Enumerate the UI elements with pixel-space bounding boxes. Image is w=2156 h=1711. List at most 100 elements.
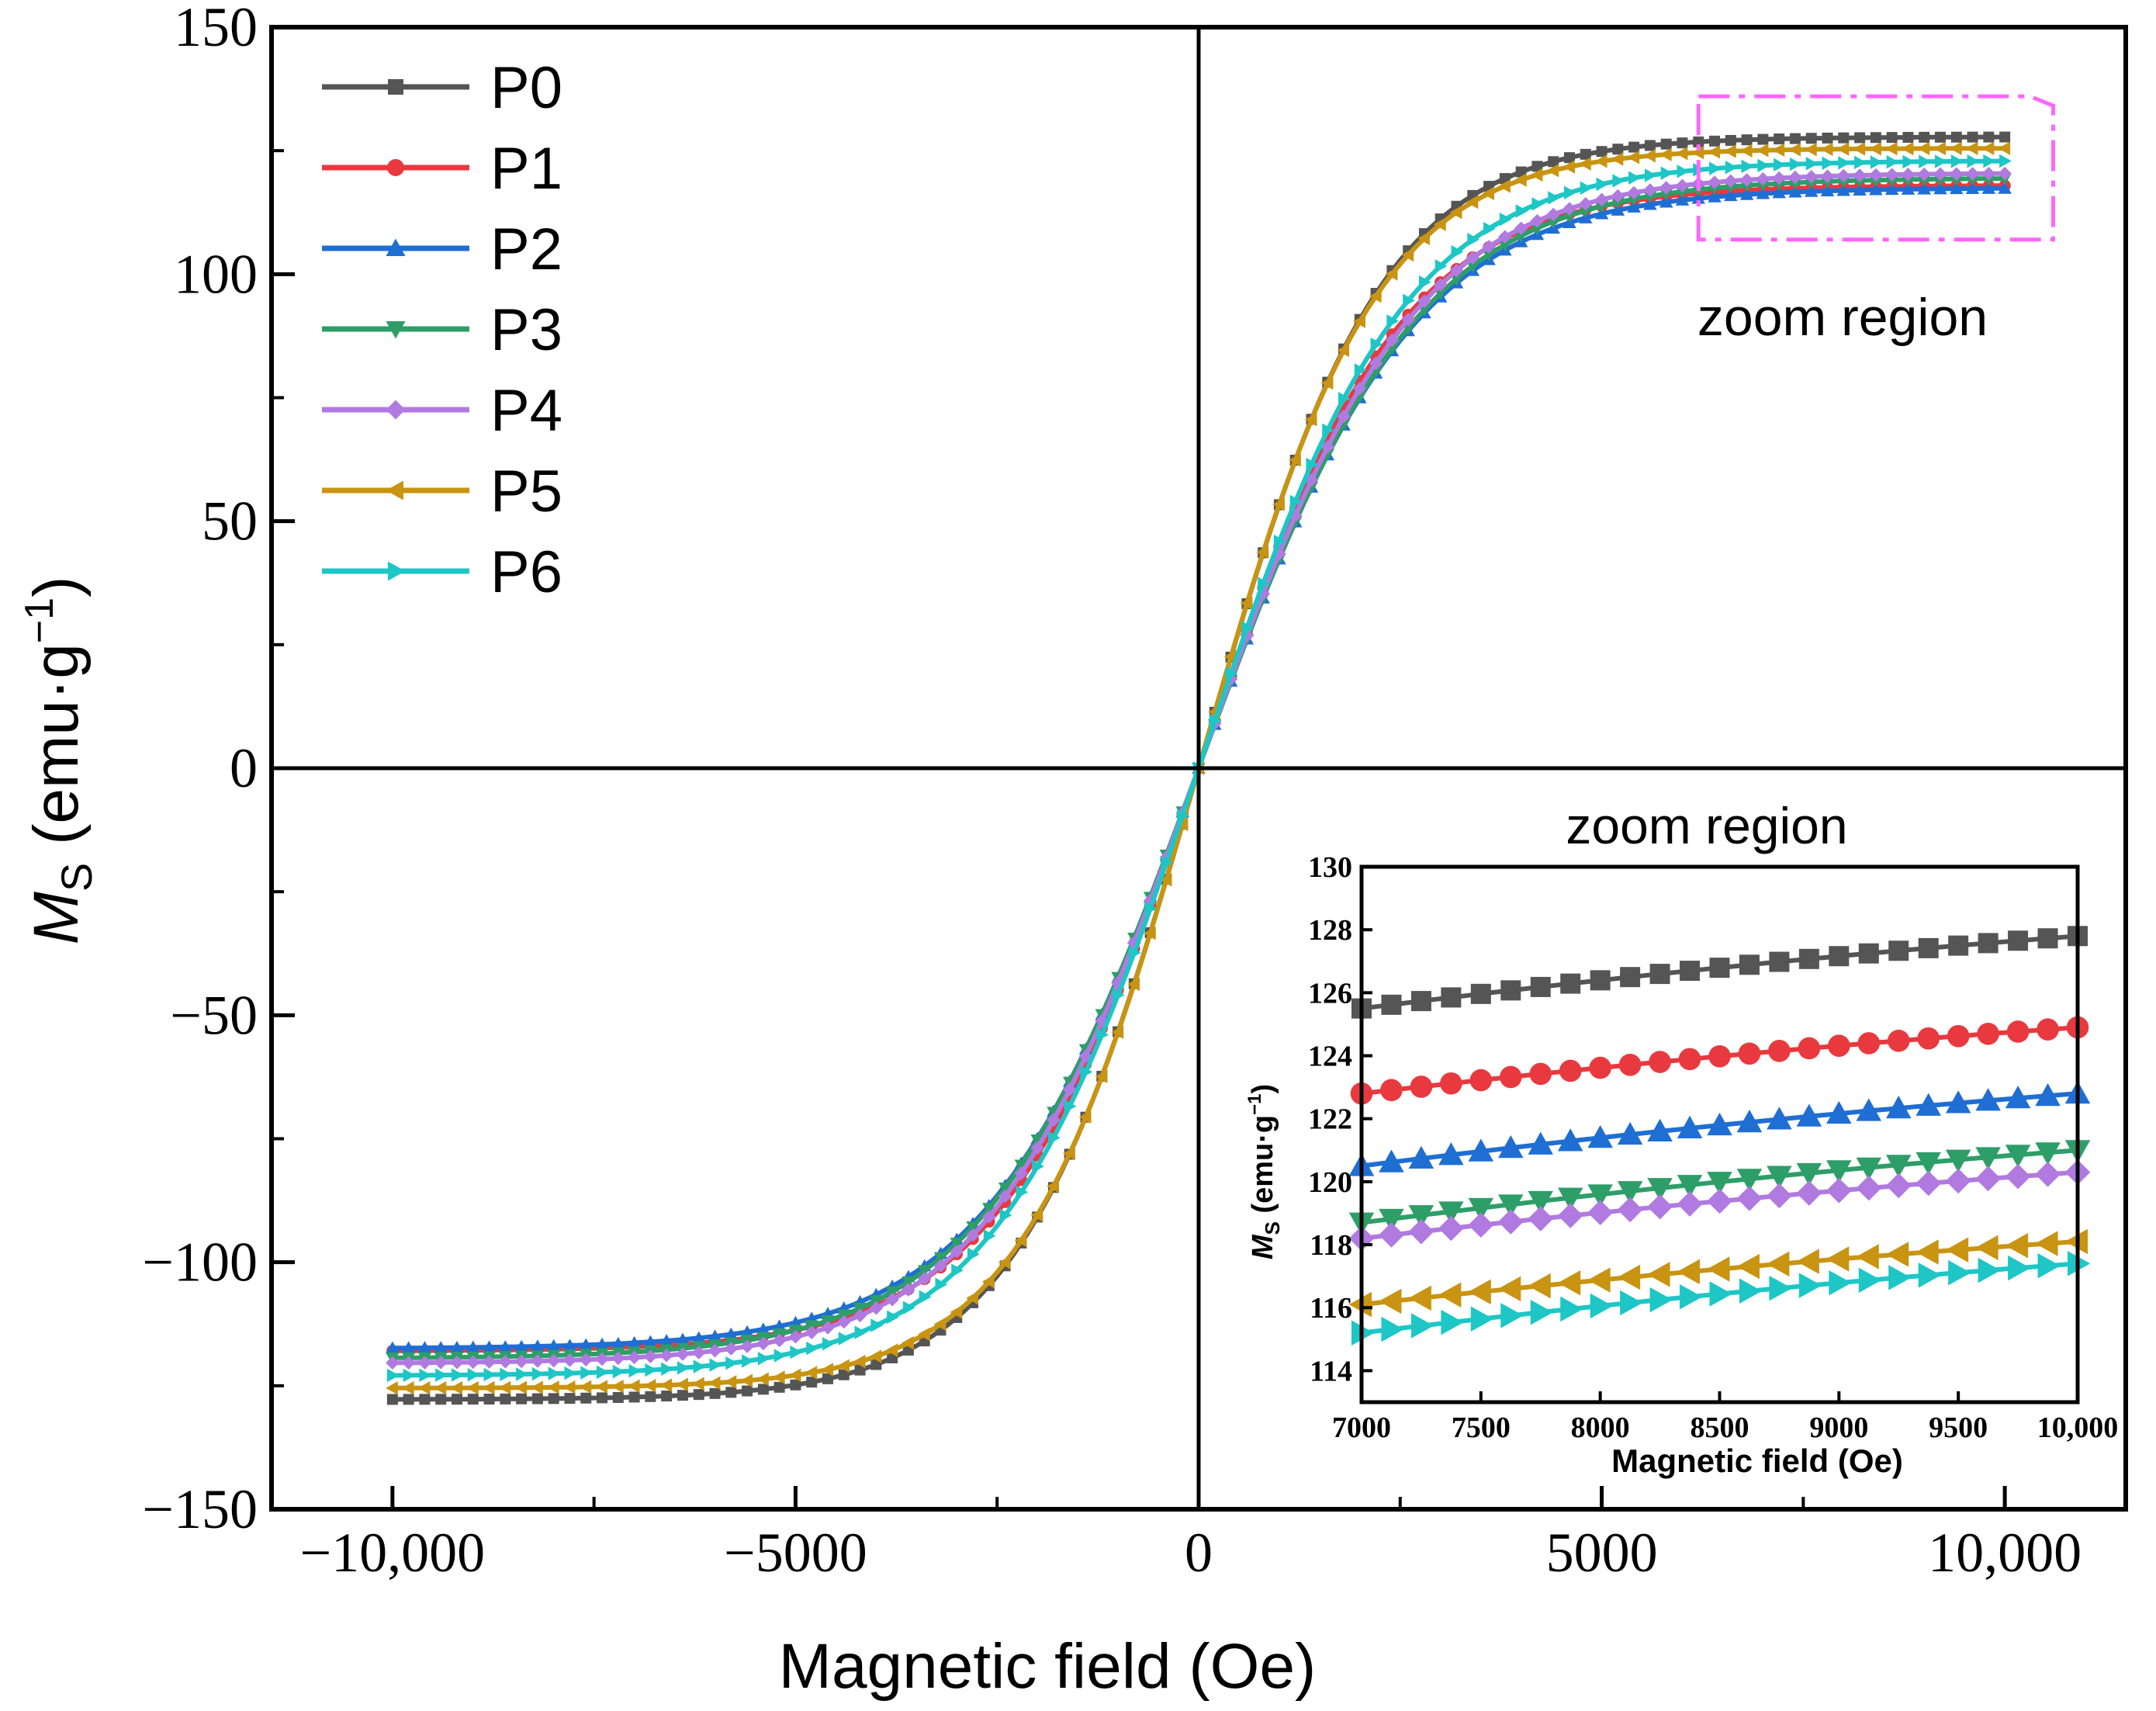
data-point-P4 xyxy=(1320,440,1335,454)
inset-data-point-P3 xyxy=(1379,1208,1404,1232)
data-point-P4 xyxy=(401,1356,416,1370)
data-point-P5 xyxy=(1014,1233,1027,1248)
data-point-P5 xyxy=(1691,145,1704,160)
inset-data-point-P1 xyxy=(1678,1048,1701,1071)
data-point-P6 xyxy=(1386,314,1400,328)
inset-y-tick-label: 116 xyxy=(1310,1292,1352,1325)
data-point-P4 xyxy=(1998,166,2012,181)
inset-data-point-P4 xyxy=(1975,1165,2001,1192)
inset-data-point-P1 xyxy=(1529,1062,1552,1086)
inset-data-point-P5 xyxy=(1856,1244,1879,1269)
data-point-P6 xyxy=(452,1368,464,1382)
data-point-P5 xyxy=(482,1380,495,1395)
data-point-P2 xyxy=(724,1327,739,1340)
inset-data-point-P4 xyxy=(1438,1215,1464,1242)
inset-data-point-P6 xyxy=(1590,1293,1613,1319)
data-point-P4 xyxy=(595,1352,609,1366)
data-point-P6 xyxy=(612,1364,625,1379)
data-point-P6 xyxy=(806,1341,818,1356)
data-point-P6 xyxy=(1434,259,1448,273)
data-point-P0 xyxy=(773,1381,785,1393)
data-point-P6 xyxy=(1016,1185,1029,1200)
inset-data-point-P0 xyxy=(2008,930,2029,951)
data-point-P4 xyxy=(1739,173,1754,187)
data-point-P0 xyxy=(483,1394,495,1405)
inset-data-point-P3 xyxy=(1826,1160,1852,1183)
data-point-P4 xyxy=(1385,333,1400,348)
data-point-P0 xyxy=(1950,131,1962,143)
inset-data-point-P5 xyxy=(1915,1239,1939,1265)
data-point-P3 xyxy=(885,1286,899,1299)
inset-data-point-P5 xyxy=(1796,1249,1819,1274)
data-point-P6 xyxy=(1128,946,1141,960)
data-point-P5 xyxy=(1466,195,1479,210)
legend-item-P1: P1 xyxy=(322,136,562,202)
data-point-P6 xyxy=(742,1354,754,1368)
x-tick-label: 0 xyxy=(1185,1522,1213,1584)
data-point-P5 xyxy=(627,1379,640,1394)
data-point-P6 xyxy=(1660,166,1673,181)
inset-data-point-P5 xyxy=(1408,1285,1431,1311)
data-point-P0 xyxy=(564,1393,576,1404)
inset-data-point-P3 xyxy=(1617,1181,1643,1204)
data-point-P5 xyxy=(417,1381,431,1395)
data-point-P6 xyxy=(1628,171,1641,185)
data-point-P6 xyxy=(1774,158,1786,172)
inset-data-point-P1 xyxy=(1440,1072,1462,1095)
inset-data-point-P1 xyxy=(1857,1032,1881,1055)
inset-y-tick-label: 122 xyxy=(1308,1103,1352,1136)
data-point-P6 xyxy=(1338,392,1351,406)
data-point-P6 xyxy=(1854,155,1867,170)
data-point-P6 xyxy=(1822,156,1835,171)
data-point-P5 xyxy=(1304,412,1317,427)
data-point-P5 xyxy=(1627,150,1640,165)
data-point-P2 xyxy=(708,1329,722,1342)
data-point-P0 xyxy=(1677,137,1688,149)
x-tick-label: 5000 xyxy=(1546,1522,1658,1584)
data-point-P2 xyxy=(772,1319,787,1332)
data-point-P4 xyxy=(1369,356,1383,370)
data-point-P6 xyxy=(1515,204,1528,218)
data-point-P0 xyxy=(580,1392,592,1404)
data-point-P5 xyxy=(1998,141,2011,155)
data-point-P4 xyxy=(788,1329,803,1344)
legend: P0 P1 P2 P3 P4 P5 P6 xyxy=(322,55,562,605)
data-point-P0 xyxy=(645,1391,656,1402)
data-point-P6 xyxy=(951,1263,964,1277)
data-point-P4 xyxy=(1901,168,1915,182)
y-tick-label: 50 xyxy=(202,490,258,552)
data-point-P2 xyxy=(1933,182,1947,195)
y-tick-label: −100 xyxy=(142,1231,258,1294)
data-point-P4 xyxy=(869,1301,884,1315)
data-point-P2 xyxy=(1772,185,1786,199)
inset-data-point-P2 xyxy=(1707,1112,1732,1136)
data-point-P5 xyxy=(1836,142,1850,156)
data-point-P0 xyxy=(1870,132,1881,144)
data-point-P0 xyxy=(1935,131,1946,143)
data-point-P6 xyxy=(1950,154,1964,168)
inset-data-point-P1 xyxy=(1768,1040,1791,1062)
data-point-P0 xyxy=(677,1390,688,1401)
inset-data-point-P4 xyxy=(1587,1200,1613,1226)
inset-data-point-P0 xyxy=(1470,983,1491,1004)
data-point-P6 xyxy=(1113,988,1125,1003)
inset-series-P0 xyxy=(1351,926,2088,1019)
data-point-P2 xyxy=(1950,182,1964,195)
data-point-P5 xyxy=(933,1317,946,1332)
inset-data-point-P1 xyxy=(1410,1075,1433,1098)
inset-data-point-P5 xyxy=(1617,1264,1641,1290)
data-point-P4 xyxy=(482,1355,497,1369)
data-point-P2 xyxy=(1594,206,1609,220)
data-point-P6 xyxy=(1289,494,1303,509)
data-point-P4 xyxy=(740,1339,754,1353)
data-point-P6 xyxy=(628,1363,642,1378)
data-point-P4 xyxy=(579,1353,594,1366)
data-point-P6 xyxy=(983,1229,996,1243)
inset-data-point-P5 xyxy=(1647,1262,1670,1287)
data-point-P5 xyxy=(1788,143,1801,157)
inset-data-point-P1 xyxy=(1738,1042,1761,1065)
data-point-P6 xyxy=(773,1349,787,1363)
data-point-P6 xyxy=(1805,157,1819,171)
inset-data-point-P1 xyxy=(1917,1027,1940,1050)
inset-data-point-P3 xyxy=(2005,1145,2031,1168)
